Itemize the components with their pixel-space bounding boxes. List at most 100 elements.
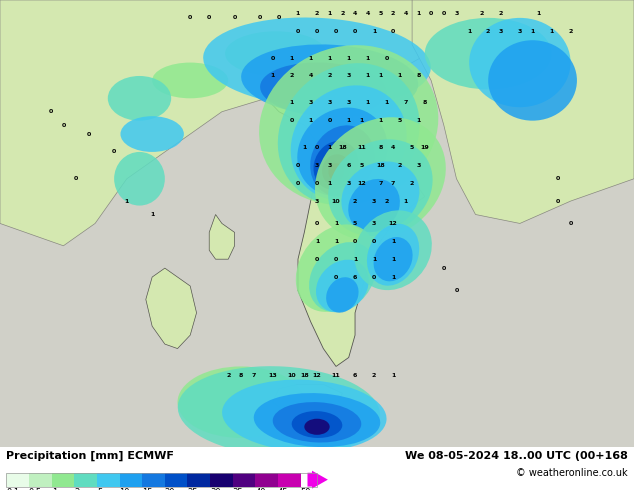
Text: 0.1: 0.1 xyxy=(6,488,20,490)
Text: 0: 0 xyxy=(385,55,389,61)
Text: 2: 2 xyxy=(353,198,357,204)
Bar xyxy=(278,473,301,487)
Text: 0: 0 xyxy=(315,145,319,150)
Text: 1: 1 xyxy=(404,198,408,204)
Text: 7: 7 xyxy=(404,100,408,105)
Ellipse shape xyxy=(304,419,330,435)
Bar xyxy=(6,473,29,487)
Text: 0: 0 xyxy=(556,198,560,204)
Bar xyxy=(74,473,97,487)
Text: 0: 0 xyxy=(315,221,319,226)
Text: 1: 1 xyxy=(385,100,389,105)
Ellipse shape xyxy=(178,367,304,438)
Text: 2: 2 xyxy=(391,11,395,16)
Text: 5: 5 xyxy=(398,118,401,123)
Text: 1: 1 xyxy=(347,55,351,61)
Text: 3: 3 xyxy=(309,100,313,105)
Text: 2: 2 xyxy=(328,74,332,78)
Text: 1: 1 xyxy=(467,29,471,34)
Text: 5: 5 xyxy=(359,163,363,168)
Text: 35: 35 xyxy=(233,488,243,490)
Polygon shape xyxy=(209,215,235,259)
Text: 8: 8 xyxy=(417,74,420,78)
Text: 1: 1 xyxy=(51,488,57,490)
Bar xyxy=(29,473,51,487)
Ellipse shape xyxy=(203,18,431,108)
Text: 7: 7 xyxy=(391,181,395,186)
Text: 1: 1 xyxy=(417,118,420,123)
Ellipse shape xyxy=(254,393,380,447)
Text: We 08-05-2024 18..00 UTC (00+168: We 08-05-2024 18..00 UTC (00+168 xyxy=(404,451,628,461)
Text: 11: 11 xyxy=(332,373,340,378)
Text: 0: 0 xyxy=(207,15,211,21)
Text: 1: 1 xyxy=(309,118,313,123)
Ellipse shape xyxy=(469,18,571,107)
Text: 1: 1 xyxy=(353,257,357,262)
Text: 2: 2 xyxy=(290,74,294,78)
Ellipse shape xyxy=(348,179,400,232)
Ellipse shape xyxy=(367,224,419,286)
Text: 0: 0 xyxy=(372,239,376,244)
Text: 8: 8 xyxy=(378,145,382,150)
Text: 0: 0 xyxy=(328,118,332,123)
Text: 0: 0 xyxy=(87,131,91,137)
Text: 2: 2 xyxy=(569,29,573,34)
Text: 4: 4 xyxy=(353,11,357,16)
Ellipse shape xyxy=(259,45,438,205)
Text: Precipitation [mm] ECMWF: Precipitation [mm] ECMWF xyxy=(6,451,174,462)
Text: 12: 12 xyxy=(357,181,366,186)
Text: 40: 40 xyxy=(256,488,266,490)
Ellipse shape xyxy=(297,108,387,196)
Bar xyxy=(165,473,188,487)
Text: 1: 1 xyxy=(328,145,332,150)
Text: 0: 0 xyxy=(74,176,78,181)
Text: 1: 1 xyxy=(378,74,382,78)
Text: 3: 3 xyxy=(499,29,503,34)
Ellipse shape xyxy=(425,18,552,89)
Text: 18: 18 xyxy=(338,145,347,150)
Text: 5: 5 xyxy=(353,221,357,226)
Text: 11: 11 xyxy=(357,145,366,150)
Text: 0: 0 xyxy=(315,29,319,34)
Text: 0: 0 xyxy=(271,55,275,61)
Text: 5: 5 xyxy=(410,145,414,150)
Text: 3: 3 xyxy=(328,163,332,168)
Text: 1: 1 xyxy=(550,29,553,34)
Text: 0: 0 xyxy=(353,29,357,34)
Text: 1: 1 xyxy=(391,257,395,262)
Text: 2: 2 xyxy=(480,11,484,16)
Text: 0: 0 xyxy=(290,118,294,123)
Text: 0: 0 xyxy=(49,109,53,114)
Ellipse shape xyxy=(322,154,350,185)
Text: 1: 1 xyxy=(271,74,275,78)
Text: 7: 7 xyxy=(252,373,256,378)
Text: 1: 1 xyxy=(347,118,351,123)
Text: 25: 25 xyxy=(188,488,198,490)
Text: 1: 1 xyxy=(150,212,154,217)
Text: 1: 1 xyxy=(296,11,300,16)
Text: 2: 2 xyxy=(74,488,79,490)
Text: 4: 4 xyxy=(309,74,313,78)
Text: 3: 3 xyxy=(347,74,351,78)
Text: 1: 1 xyxy=(391,239,395,244)
Text: 3: 3 xyxy=(455,11,458,16)
Text: © weatheronline.co.uk: © weatheronline.co.uk xyxy=(516,467,628,478)
Bar xyxy=(142,473,165,487)
Ellipse shape xyxy=(292,411,342,438)
Bar xyxy=(188,473,210,487)
Text: 8: 8 xyxy=(423,100,427,105)
Ellipse shape xyxy=(241,45,418,117)
Text: 6: 6 xyxy=(353,373,357,378)
Text: 0: 0 xyxy=(334,257,338,262)
Bar xyxy=(233,473,256,487)
Ellipse shape xyxy=(316,260,369,312)
Text: 20: 20 xyxy=(165,488,176,490)
Text: 0.5: 0.5 xyxy=(29,488,42,490)
Text: 1: 1 xyxy=(334,239,338,244)
Text: 0: 0 xyxy=(112,149,116,154)
Text: 0: 0 xyxy=(296,181,300,186)
Text: 1: 1 xyxy=(391,373,395,378)
Text: 0: 0 xyxy=(258,15,262,21)
Text: 3: 3 xyxy=(347,100,351,105)
Text: 1: 1 xyxy=(290,55,294,61)
